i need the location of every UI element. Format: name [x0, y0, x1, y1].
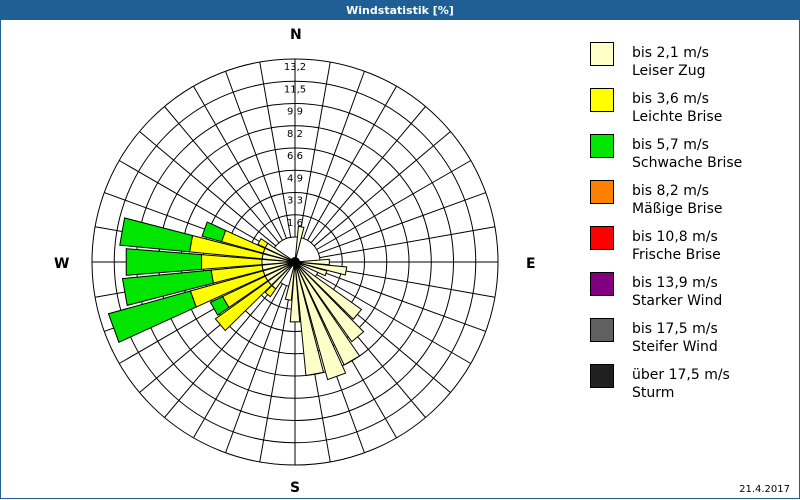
legend-name: Schwache Brise: [632, 155, 743, 171]
legend-range: bis 8,2 m/s: [632, 183, 709, 199]
legend-item: bis 8,2 m/s Mäßige Brise: [590, 180, 790, 226]
legend-swatch: [590, 42, 614, 66]
legend-swatch: [590, 364, 614, 388]
legend-range: bis 10,8 m/s: [632, 229, 718, 245]
legend-range: bis 3,6 m/s: [632, 91, 709, 107]
svg-text:1,6: 1,6: [287, 218, 303, 229]
legend-swatch: [590, 88, 614, 112]
legend-item: bis 10,8 m/s Frische Brise: [590, 226, 790, 272]
svg-text:3,3: 3,3: [287, 196, 303, 207]
west-label: W: [54, 256, 70, 272]
legend-item: bis 5,7 m/s Schwache Brise: [590, 134, 790, 180]
svg-text:9,9: 9,9: [287, 107, 303, 118]
legend-item: bis 3,6 m/s Leichte Brise: [590, 88, 790, 134]
legend-item: bis 17,5 m/s Steifer Wind: [590, 318, 790, 364]
legend-name: Leiser Zug: [632, 63, 706, 79]
legend-range: bis 13,9 m/s: [632, 275, 718, 291]
legend-name: Leichte Brise: [632, 109, 723, 125]
legend-swatch: [590, 134, 614, 158]
legend-swatch: [590, 180, 614, 204]
legend-range: über 17,5 m/s: [632, 367, 730, 383]
legend-item: bis 13,9 m/s Starker Wind: [590, 272, 790, 318]
legend-range: bis 5,7 m/s: [632, 137, 709, 153]
svg-text:13,2: 13,2: [284, 62, 306, 73]
svg-text:6,6: 6,6: [287, 151, 303, 162]
window-title: Windstatistik [%]: [0, 0, 800, 20]
date-label: 21.4.2017: [739, 484, 790, 495]
svg-text:8,2: 8,2: [287, 129, 303, 140]
legend-range: bis 17,5 m/s: [632, 321, 718, 337]
svg-text:11,5: 11,5: [284, 84, 306, 95]
legend-swatch: [590, 272, 614, 296]
east-label: E: [526, 256, 536, 272]
legend-name: Steifer Wind: [632, 339, 718, 355]
north-label: N: [290, 27, 302, 43]
svg-text:4,9: 4,9: [287, 173, 303, 184]
south-label: S: [290, 480, 301, 496]
legend-range: bis 2,1 m/s: [632, 45, 709, 61]
legend-swatch: [590, 318, 614, 342]
legend-name: Mäßige Brise: [632, 201, 723, 217]
legend-name: Starker Wind: [632, 293, 723, 309]
legend-name: Frische Brise: [632, 247, 721, 263]
legend-swatch: [590, 226, 614, 250]
legend-item: bis 2,1 m/s Leiser Zug: [590, 42, 790, 88]
legend-item: über 17,5 m/s Sturm: [590, 364, 790, 410]
legend-name: Sturm: [632, 385, 675, 401]
